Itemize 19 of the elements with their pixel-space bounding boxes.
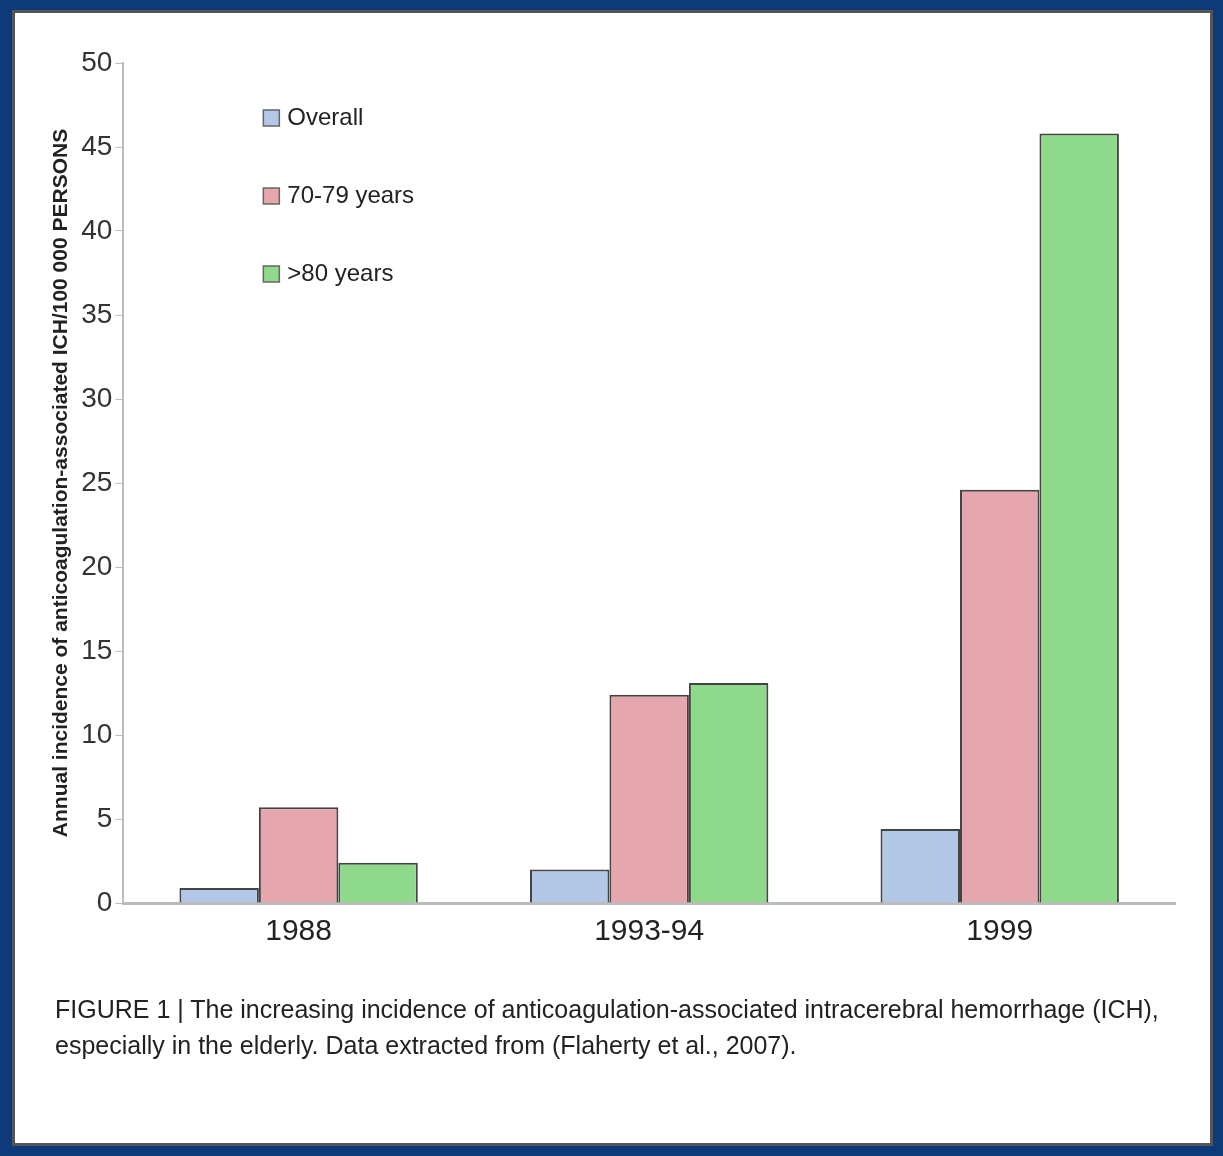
y-tick-label: 45 <box>81 129 113 161</box>
x-tick-label: 1993-94 <box>594 913 705 947</box>
y-tick-label: 30 <box>81 381 113 413</box>
y-tick-label: 25 <box>81 465 113 497</box>
y-tick-label: 20 <box>81 549 113 581</box>
y-tick-label: 5 <box>96 801 113 833</box>
y-tick-label: 50 <box>81 45 113 77</box>
y-tick-label: 0 <box>96 885 113 917</box>
y-axis-title: Annual incidence of anticoagulation-associated ICH/100 000 PERSONS <box>48 128 72 838</box>
legend-label: Overall <box>287 102 364 130</box>
x-tick-label: 1999 <box>966 913 1034 947</box>
y-tick-label: 10 <box>81 717 113 749</box>
legend-label: >80 years <box>287 258 394 286</box>
x-tick-label: 1988 <box>265 913 332 947</box>
y-tick-label: 40 <box>81 213 113 245</box>
legend-label: 70-79 years <box>287 180 415 208</box>
y-tick-label: 35 <box>81 297 113 329</box>
caption: FIGURE 1 | The increasing incidence of anticoagulation-associated intracerebral hemorrhage (ICH), especially in the elderly. Data extracted from (Flaherty et al., 2007). <box>55 994 1160 1062</box>
y-tick-label: 15 <box>81 633 113 665</box>
